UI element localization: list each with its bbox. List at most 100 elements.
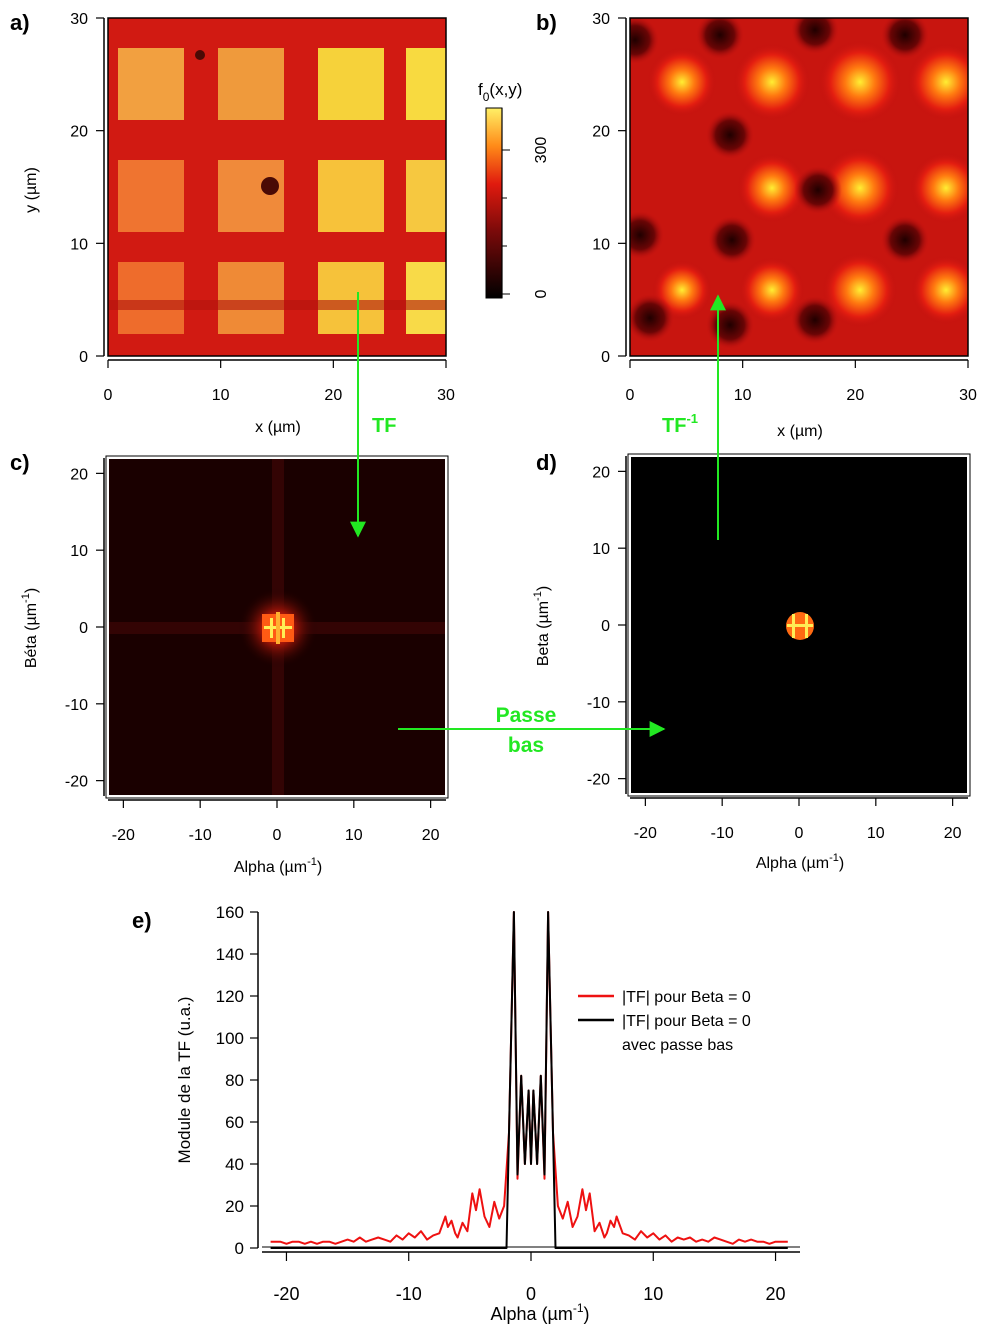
dark-region xyxy=(791,18,839,54)
colorbar-tick-0: 0 xyxy=(533,289,550,298)
x-tick-label: 10 xyxy=(734,387,752,404)
panel-a-label: a) xyxy=(10,10,30,35)
e-x-tick-label: 0 xyxy=(526,1284,536,1304)
panel-c: c) -20 -10 0 10 20 -20 -10 0 10 20 Alpha (µm-1) B… xyxy=(10,450,449,876)
panel-a-ylabel: y (µm) xyxy=(23,167,40,213)
e-y-tick-label: 160 xyxy=(216,903,244,922)
x-tick-label: -20 xyxy=(634,825,657,842)
panel-c-label: c) xyxy=(10,450,30,475)
panel-b-label: b) xyxy=(536,10,557,35)
y-tick-label: 10 xyxy=(592,541,610,558)
blurred-spot xyxy=(737,153,807,223)
blurred-spot xyxy=(911,255,968,325)
panel-d-label: d) xyxy=(536,450,557,475)
x-tick-label: 10 xyxy=(867,825,885,842)
e-x-tick-label: 20 xyxy=(766,1284,786,1304)
y-tick-label: -10 xyxy=(587,695,610,712)
panel-d: d) -20 -10 0 10 20 -20 -10 0 10 20 Alpha (µm-1) B… xyxy=(532,450,971,872)
legend-entry-black: |TF| pour Beta = 0 xyxy=(622,1013,751,1030)
y-tick-label: -20 xyxy=(65,774,88,791)
x-tick-label: 0 xyxy=(273,827,282,844)
blurred-spot xyxy=(822,252,898,328)
colorbar: f0(x,y) 0 300 xyxy=(478,80,550,299)
x-tick-label: 20 xyxy=(846,387,864,404)
blurred-spot xyxy=(907,43,968,121)
y-tick-label: 30 xyxy=(70,11,88,28)
e-legend: |TF| pour Beta = 0 |TF| pour Beta = 0 av… xyxy=(578,989,751,1054)
panel-d-spectrum xyxy=(786,612,814,640)
x-tick-label: 10 xyxy=(345,827,363,844)
dark-region xyxy=(881,18,929,59)
dark-region xyxy=(630,211,664,259)
e-y-tick-label: 0 xyxy=(235,1239,244,1258)
y-tick-label: -20 xyxy=(587,772,610,789)
dark-region xyxy=(881,216,929,264)
y-tick-label: 30 xyxy=(592,11,610,28)
grid-pad xyxy=(318,48,384,120)
blurred-spot xyxy=(820,148,900,228)
y-tick-label: 20 xyxy=(70,466,88,483)
colorbar-title: f0(x,y) xyxy=(478,80,522,104)
legend-entry-black-line2: avec passe bas xyxy=(622,1037,733,1054)
panel-b-xlabel: x (µm) xyxy=(777,423,823,440)
y-tick-label: 20 xyxy=(592,464,610,481)
e-x-tick-label: 10 xyxy=(643,1284,663,1304)
y-tick-label: 20 xyxy=(592,124,610,141)
tf-label: TF xyxy=(372,415,396,437)
y-tick-label: 0 xyxy=(79,620,88,637)
grid-pad xyxy=(218,160,284,232)
e-x-tick-label: -20 xyxy=(273,1284,299,1304)
dark-region xyxy=(706,301,754,349)
x-tick-label: -10 xyxy=(189,827,212,844)
y-tick-label: 0 xyxy=(79,349,88,366)
series-black-line xyxy=(270,911,788,1249)
panel-e: e) -20 -10 0 10 20 0 20 40 60 80 100 120 140 160 Modu… xyxy=(132,903,800,1324)
panel-c-spectrum xyxy=(108,458,446,796)
y-tick-label: -10 xyxy=(65,697,88,714)
x-tick-label: 20 xyxy=(422,827,440,844)
e-y-tick-label: 80 xyxy=(225,1071,244,1090)
grid-pad xyxy=(118,160,184,232)
x-tick-label: 0 xyxy=(795,825,804,842)
dark-region xyxy=(706,111,754,159)
panel-c-ylabel: Béta (µm-1) xyxy=(20,588,40,668)
grid-pad xyxy=(406,48,446,120)
e-y-tick-label: 20 xyxy=(225,1197,244,1216)
grid-pad xyxy=(406,160,446,232)
panel-a-xlabel: x (µm) xyxy=(255,419,301,436)
dark-region xyxy=(630,294,674,342)
dark-region xyxy=(794,166,842,214)
blurred-spot xyxy=(647,47,717,117)
y-tick-label: 20 xyxy=(70,124,88,141)
dark-region xyxy=(791,296,839,344)
y-tick-label: 0 xyxy=(601,349,610,366)
x-tick-label: 30 xyxy=(959,387,977,404)
x-tick-label: 0 xyxy=(104,387,113,404)
panel-e-label: e) xyxy=(132,908,152,933)
e-ylabel: Module de la TF (u.a.) xyxy=(175,997,194,1164)
e-y-tick-label: 120 xyxy=(216,987,244,1006)
dark-region xyxy=(708,216,756,264)
blurred-spot xyxy=(739,257,805,323)
blurred-spot xyxy=(910,152,968,224)
panel-a: a) 0 10 20 30 0 10 20 30 x (µm) y (µm) xyxy=(10,10,455,436)
grid-pad xyxy=(218,48,284,120)
series-red-line xyxy=(270,911,788,1245)
panel-c-xlabel: Alpha (µm-1) xyxy=(234,856,322,876)
y-tick-label: 0 xyxy=(601,618,610,635)
y-tick-label: 10 xyxy=(70,543,88,560)
panel-b-image xyxy=(630,18,968,356)
e-y-tick-label: 100 xyxy=(216,1029,244,1048)
grid-pad xyxy=(118,262,184,334)
grid-pad xyxy=(318,160,384,232)
panel-d-ylabel: Beta (µm-1) xyxy=(532,586,552,666)
x-tick-label: 20 xyxy=(944,825,962,842)
x-tick-label: -10 xyxy=(711,825,734,842)
tf-inverse-label: TF-1 xyxy=(662,411,698,437)
panel-a-image xyxy=(108,18,446,356)
e-x-tick-label: -10 xyxy=(396,1284,422,1304)
dark-region xyxy=(630,18,659,64)
x-tick-label: 30 xyxy=(437,387,455,404)
